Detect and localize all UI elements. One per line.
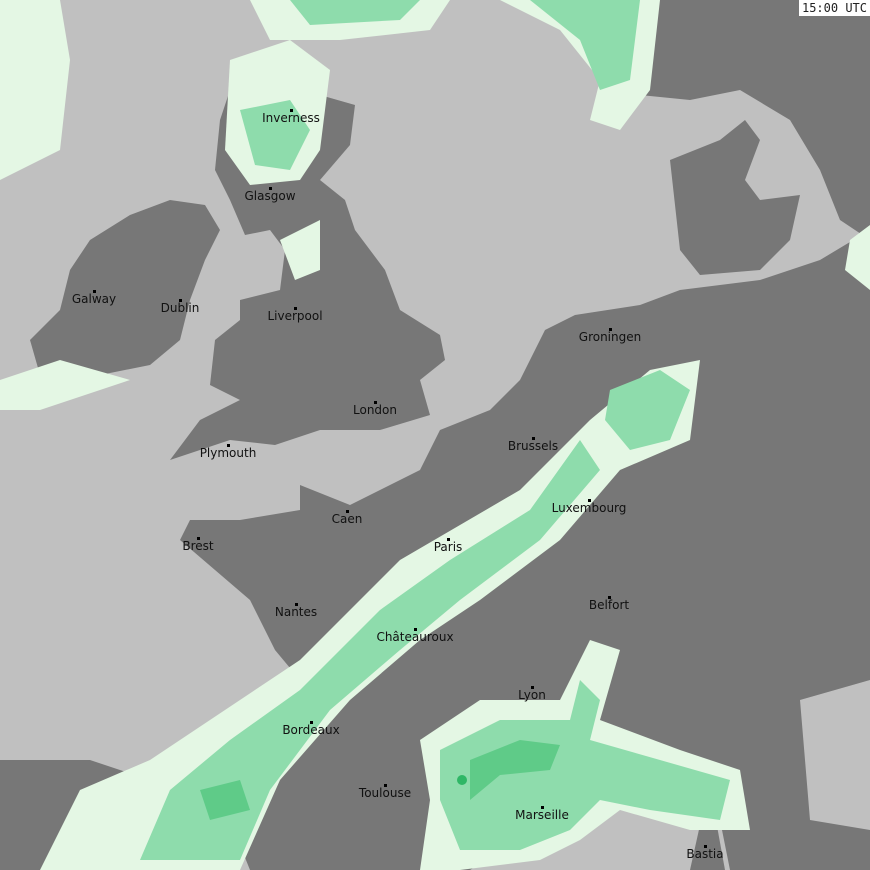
- city-label: Marseille: [515, 808, 569, 822]
- city-label: Glasgow: [244, 189, 296, 203]
- city-label: Galway: [71, 292, 117, 306]
- city-label: Châteauroux: [376, 630, 454, 644]
- city-label: Nantes: [274, 605, 318, 619]
- city-dot: [414, 628, 417, 631]
- city-dot: [346, 510, 349, 513]
- city-dot: [447, 538, 450, 541]
- city-label: Luxembourg: [551, 501, 627, 515]
- city-dot: [541, 806, 544, 809]
- city-dot: [531, 686, 534, 689]
- city-dot: [269, 187, 272, 190]
- city-dot: [290, 109, 293, 112]
- city-dot: [532, 437, 535, 440]
- city-label: Paris: [433, 540, 463, 554]
- city-label: London: [353, 403, 397, 417]
- city-dot: [384, 784, 387, 787]
- city-label: Belfort: [588, 598, 630, 612]
- city-dot: [608, 596, 611, 599]
- city-label: Bastia: [686, 847, 724, 861]
- city-dot: [704, 845, 707, 848]
- time-label: 15:00 UTC: [798, 0, 870, 16]
- city-label: Brest: [182, 539, 214, 553]
- city-dot: [93, 290, 96, 293]
- city-label: Inverness: [262, 111, 320, 125]
- city-label: Lyon: [518, 688, 546, 702]
- city-label: Dublin: [160, 301, 200, 315]
- city-label: Bordeaux: [282, 723, 340, 737]
- city-dot: [295, 603, 298, 606]
- city-label: Caen: [331, 512, 363, 526]
- city-dot: [374, 401, 377, 404]
- city-dot: [179, 299, 182, 302]
- denmark: [670, 120, 800, 275]
- city-label: Groningen: [578, 330, 642, 344]
- city-label: Brussels: [507, 439, 559, 453]
- city-label: Toulouse: [358, 786, 412, 800]
- city-label: Liverpool: [267, 309, 323, 323]
- city-dot: [197, 537, 200, 540]
- city-dot: [294, 307, 297, 310]
- city-label: Plymouth: [199, 446, 257, 460]
- city-dot: [609, 328, 612, 331]
- ireland: [30, 200, 220, 375]
- city-dot: [310, 721, 313, 724]
- city-dot: [227, 444, 230, 447]
- city-dot: [588, 499, 591, 502]
